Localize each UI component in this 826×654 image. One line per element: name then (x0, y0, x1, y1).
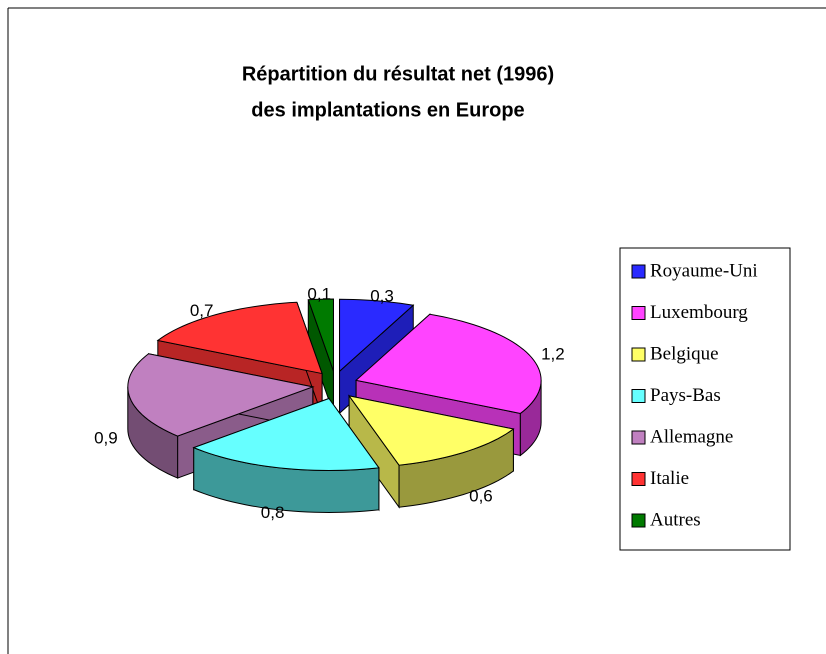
legend-label: Pays-Bas (650, 385, 721, 406)
legend-swatch (631, 430, 646, 445)
legend-swatch (631, 347, 646, 362)
legend-box (619, 247, 791, 551)
pie-slice (192, 396, 380, 513)
slice-top (339, 298, 415, 373)
legend-label: Autres (650, 509, 701, 530)
chart-title: Répartition du résultat net (1996) (242, 63, 554, 85)
slice-top (307, 298, 334, 372)
legend-swatch (631, 264, 646, 279)
slice-top (192, 397, 380, 471)
data-label: 0,7 (190, 301, 214, 320)
slice-top (156, 301, 323, 375)
data-label: 0,1 (307, 285, 331, 304)
legend-label: Luxembourg (650, 302, 748, 323)
slice-top (127, 353, 315, 437)
legend-label: Italie (650, 468, 689, 489)
legend-swatch (631, 306, 646, 320)
legend-label: Allemagne (650, 426, 733, 447)
data-label: 0,3 (370, 286, 394, 305)
data-label: 0,8 (261, 503, 285, 522)
slice-top (355, 313, 542, 414)
data-label: 1,2 (541, 344, 565, 363)
legend-label: Belgique (650, 343, 719, 364)
pie-slice (307, 298, 334, 414)
legend-swatch (631, 513, 646, 528)
legend-label: Royaume-Uni (650, 260, 758, 281)
data-label: 0,9 (94, 429, 118, 448)
pie-slice (347, 394, 515, 509)
legend-swatch (631, 389, 646, 403)
legend-swatch (631, 472, 646, 486)
slice-top (347, 395, 515, 466)
chart-title: des implantations en Europe (251, 99, 524, 121)
data-label: 0,6 (469, 486, 493, 505)
